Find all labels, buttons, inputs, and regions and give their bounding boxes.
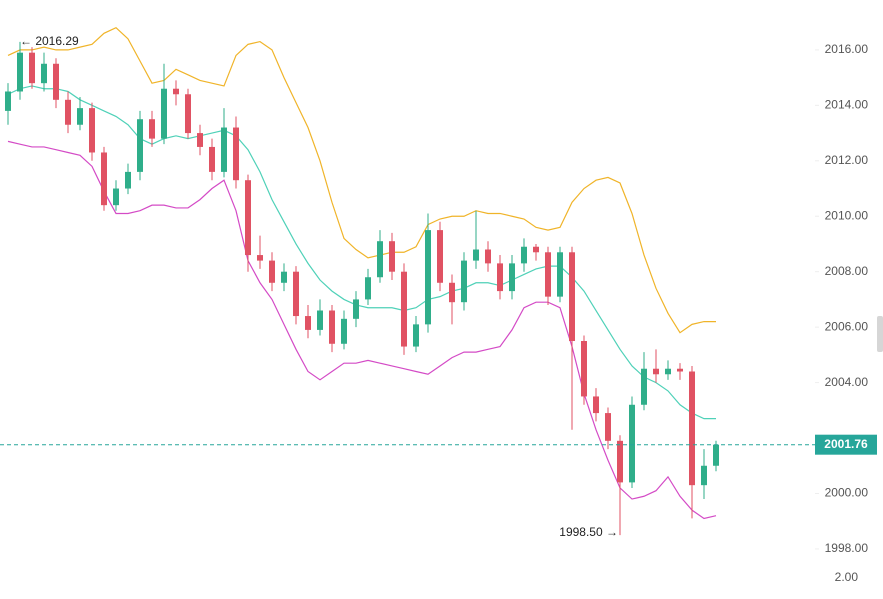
candle-body [257,255,263,261]
candle-body [425,230,431,325]
candle-body [209,146,215,172]
y-tick-label: 2000.00 [825,486,869,500]
lower-pane-label: 2.00 [835,570,859,584]
candle-body [557,252,563,297]
candle-body [29,52,35,84]
candle-body [473,249,479,261]
candle-body [677,368,683,372]
candle-body [77,108,83,125]
y-tick-label: 1998.00 [825,541,869,555]
candle-body [569,252,575,342]
y-tick-label: 2010.00 [825,208,869,222]
candle-body [101,152,107,206]
candle-body [221,127,227,172]
last-price-label: 2001.76 [824,437,868,451]
y-tick-label: 2006.00 [825,319,869,333]
candle-body [365,277,371,300]
candle-body [665,368,671,375]
candle-body [593,396,599,414]
candle-body [653,368,659,375]
candle-body [581,341,587,397]
candle-body [341,318,347,344]
candle-body [41,63,47,84]
candle-body [233,127,239,181]
scroll-handle[interactable] [877,316,883,352]
candle-body [401,271,407,347]
candle-body [629,404,635,483]
candle-body [485,249,491,264]
candle-body [605,413,611,441]
candle-body [293,271,299,317]
candle-body [545,252,551,297]
candle-body [449,282,455,303]
candle-body [617,440,623,483]
y-tick-label: 2004.00 [825,375,869,389]
candle-body [713,444,719,466]
candle-body [437,230,443,283]
y-tick-label: 2008.00 [825,264,869,278]
candle-body [113,188,119,206]
y-tick-label: 2014.00 [825,98,869,112]
candle-body [689,371,695,486]
candle-body [389,241,395,272]
band-line [7,140,717,520]
candle-body [497,263,503,292]
candle-body [149,119,155,139]
candle-body [65,99,71,125]
candle-body [53,63,59,100]
candle-body [281,271,287,283]
band-line [7,27,716,334]
candle-body [509,263,515,292]
candle-body [533,246,539,253]
high-annotation: ← 2016.29 [20,34,79,48]
last-price-box [815,434,877,455]
candle-body [245,180,251,256]
candle-body [461,260,467,303]
candle-body [317,310,323,330]
candle-body [137,119,143,172]
candle-body [641,368,647,405]
candle-body [701,465,707,486]
band-line [7,85,716,420]
y-tick-label: 2016.00 [825,42,869,56]
candle-body [197,133,203,147]
candle-body [353,299,359,319]
candle-body [521,246,527,264]
y-tick-label: 2012.00 [825,153,869,167]
candle-body [125,171,131,189]
candle-body [305,316,311,330]
candle-body [89,108,95,153]
candle-body [173,88,179,95]
candle-body [161,88,167,139]
candle-body [17,52,23,92]
candle-body [413,324,419,347]
candle-body [269,260,275,283]
candle-body [185,94,191,134]
low-annotation: 1998.50 → [559,525,618,539]
candle-body [5,91,11,111]
candle-body [377,241,383,278]
candle-body [329,310,335,344]
